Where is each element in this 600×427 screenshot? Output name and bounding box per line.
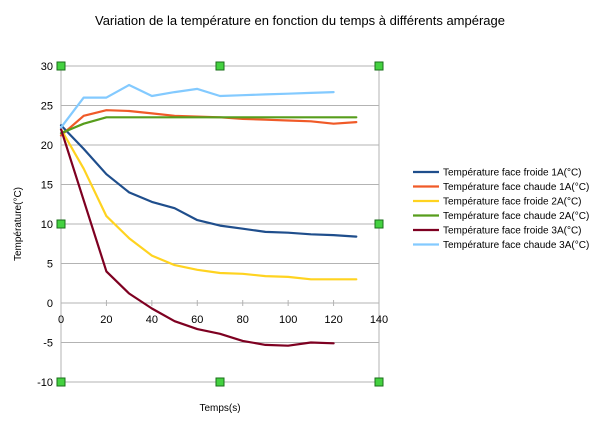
y-tick-label: 0: [47, 298, 53, 310]
legend-label: Température face froide 1A(°C): [443, 168, 582, 179]
legend-label: Température face chaude 1A(°C): [443, 182, 589, 193]
y-tick-label: 30: [41, 61, 53, 73]
y-tick-label: 20: [41, 140, 53, 152]
series-line-3: [59, 128, 358, 281]
x-tick-label: 120: [324, 314, 342, 326]
x-axis-label: Temps(s): [199, 403, 240, 414]
resize-handle[interactable]: [56, 219, 66, 229]
legend-item: Température face froide 3A(°C): [413, 226, 582, 237]
resize-handle[interactable]: [215, 61, 225, 71]
legend-label: Température face froide 2A(°C): [443, 197, 582, 208]
selection-handles[interactable]: [56, 61, 384, 387]
y-tick-label: 25: [41, 101, 53, 113]
x-tick-label: 0: [58, 314, 64, 326]
series-line-5: [59, 128, 335, 347]
x-tick-label: 80: [237, 314, 249, 326]
x-tick-label: 100: [279, 314, 297, 326]
legend: Température face froide 1A(°C) Températur…: [413, 168, 589, 251]
resize-handle[interactable]: [374, 61, 384, 71]
legend-label: Température face chaude 3A(°C): [443, 240, 589, 251]
legend-label: Température face chaude 2A(°C): [443, 211, 589, 222]
series-layer: [59, 83, 358, 347]
x-tick-label: 20: [100, 314, 112, 326]
y-tick-label: 5: [47, 259, 53, 271]
resize-handle[interactable]: [56, 377, 66, 387]
y-tick-label: -5: [43, 338, 53, 350]
legend-item: Température face froide 2A(°C): [413, 197, 582, 208]
series-line-4: [59, 116, 358, 135]
y-axis-label: Température(°C): [13, 187, 24, 261]
series-line-2: [59, 109, 358, 137]
resize-handle[interactable]: [374, 219, 384, 229]
legend-item: Température face froide 1A(°C): [413, 168, 582, 179]
resize-handle[interactable]: [374, 377, 384, 387]
series-line-6: [59, 83, 335, 129]
y-tick-label: 15: [41, 180, 53, 192]
y-tick-label: 10: [41, 219, 53, 231]
series-line-1: [59, 124, 358, 238]
legend-item: Température face chaude 3A(°C): [413, 240, 589, 251]
x-tick-label: 60: [191, 314, 203, 326]
legend-label: Température face froide 3A(°C): [443, 226, 582, 237]
legend-item: Température face chaude 1A(°C): [413, 182, 589, 193]
axis-layer: -10 -5 0 5 10 15 20 25 30 0 20 40 60 80 100 120 140: [37, 61, 388, 389]
x-tick-label: 40: [146, 314, 158, 326]
x-tick-label: 140: [370, 314, 388, 326]
chart-title: Variation de la température en fonction …: [95, 13, 505, 28]
resize-handle[interactable]: [56, 61, 66, 71]
legend-item: Température face chaude 2A(°C): [413, 211, 589, 222]
resize-handle[interactable]: [215, 377, 225, 387]
y-tick-label: -10: [37, 377, 53, 389]
